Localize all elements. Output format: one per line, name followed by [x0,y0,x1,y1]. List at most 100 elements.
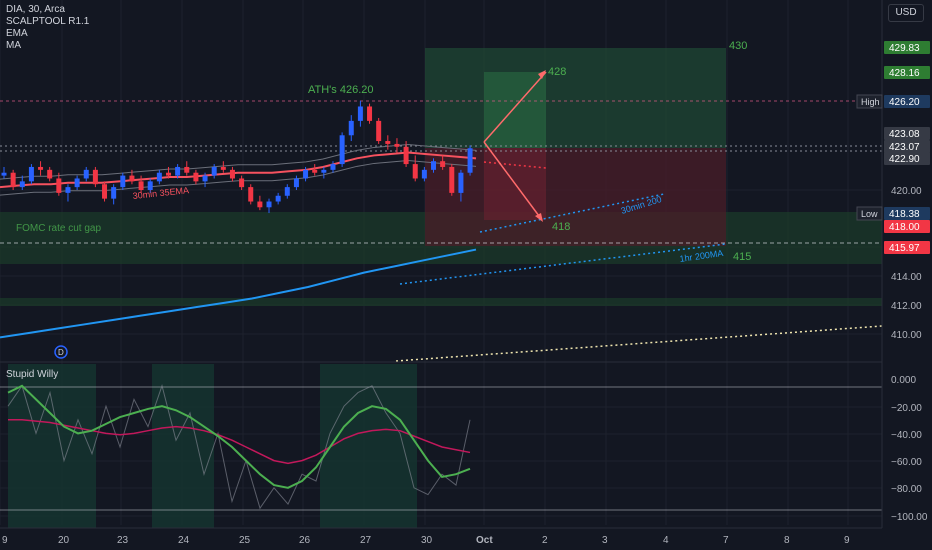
candle-body [330,164,336,170]
trend-yellow [395,325,883,362]
price-tag: Low [861,209,878,219]
osc-zone-0 [8,364,96,528]
candle-body [65,187,71,193]
candle-body [202,175,208,182]
time-tick: 26 [299,535,311,546]
candle-body [403,146,409,165]
symbol-title[interactable]: DIA, 30, Arca [6,4,65,15]
price-axis-bg [882,0,932,550]
candle-body [266,201,272,208]
time-tick: 8 [784,535,790,546]
candle-body [220,166,226,170]
candle-body [175,166,181,176]
price-tag: High [861,97,880,107]
candle-body [165,172,171,176]
price-label: 415.97 [889,243,920,254]
price-label: 423.08 [889,129,920,140]
time-tick: 25 [239,535,251,546]
arrow-up-head [538,70,546,79]
arrow-down [483,141,543,221]
support-zone [0,298,882,306]
price-label: 428.16 [889,68,920,79]
candle-body [129,175,135,182]
time-tick: 9 [2,535,8,546]
price-label-box [884,140,930,153]
osc-tick: −100.00 [891,512,928,523]
time-axis-bg [0,528,932,550]
osc-zone-1 [152,364,214,528]
candle-body [28,166,34,182]
time-tick: 23 [117,535,129,546]
candle-body [211,166,217,176]
candle-body [412,164,418,179]
indicator-scalptool[interactable]: SCALPTOOL R1.1 [6,16,90,27]
candle-body [357,106,363,121]
candle-body [284,187,290,196]
osc-tick: −60.00 [891,457,922,468]
time-tick: 30 [421,535,433,546]
candle-body [147,181,153,190]
currency-button[interactable]: USD [888,4,924,22]
price-label-box [884,152,930,165]
oscillator-title[interactable]: Stupid Willy [6,369,59,380]
candle-body [467,148,473,173]
price-tick: 412.00 [891,301,922,312]
osc-tick: −40.00 [891,430,922,441]
price-label: 418.00 [889,222,920,233]
trend-30min-200 [479,193,665,233]
candle-body [193,172,199,182]
time-tick: 24 [178,535,190,546]
arrow-up [483,71,547,143]
price-label: 423.07 [889,142,920,153]
osc-zone-2 [320,364,417,528]
price-tick: 420.00 [891,186,922,197]
candle-body [248,187,254,202]
osc-tick: −80.00 [891,484,922,495]
indicator-ema[interactable]: EMA [6,28,28,39]
candle-body [458,172,464,193]
indicator-ma[interactable]: MA [6,40,21,51]
annotation-fomc: FOMC rate cut gap [16,223,101,234]
candle-body [102,184,108,199]
trend-red [483,161,547,169]
candle-body [385,141,391,144]
price-label-box [884,66,930,79]
event-badge-circle [54,345,68,359]
target-zone-430 [425,48,726,148]
willy-signal-line [8,419,471,465]
osc-tick: −20.00 [891,403,922,414]
price-label-box [884,220,930,233]
osc-tick: 0.000 [891,375,916,386]
candle-body [38,166,44,170]
willy-raw-line [7,384,471,510]
time-tick: 2 [542,535,548,546]
time-tick: 3 [602,535,608,546]
chart-legend: DIA, 30, Arca SCALPTOOL R1.1 EMA MA [6,4,89,52]
time-tick: 20 [58,535,70,546]
price-label: 429.83 [889,43,920,54]
annotation-418: 418 [552,221,570,233]
candle-body [120,175,126,188]
price-tag-box [856,94,883,109]
candle-body [47,169,53,179]
candle-body [92,169,98,185]
candle-body [312,169,318,173]
price-tag-box [856,206,883,221]
candle-body [449,166,455,193]
price-label-box [884,241,930,254]
price-label-box [884,41,930,54]
candle-body [367,106,373,121]
time-tick: 27 [360,535,372,546]
candle-body [184,166,190,173]
candle-body [229,169,235,179]
candle-body [111,187,117,199]
time-tick: 7 [723,535,729,546]
price-label-box [884,95,930,108]
willy-main-line [7,384,471,489]
candle-body [303,169,309,179]
candle-body [74,178,80,188]
candle-body [156,172,162,182]
price-label: 418.38 [889,209,920,220]
annotation-ath: ATH's 426.20 [308,84,373,96]
